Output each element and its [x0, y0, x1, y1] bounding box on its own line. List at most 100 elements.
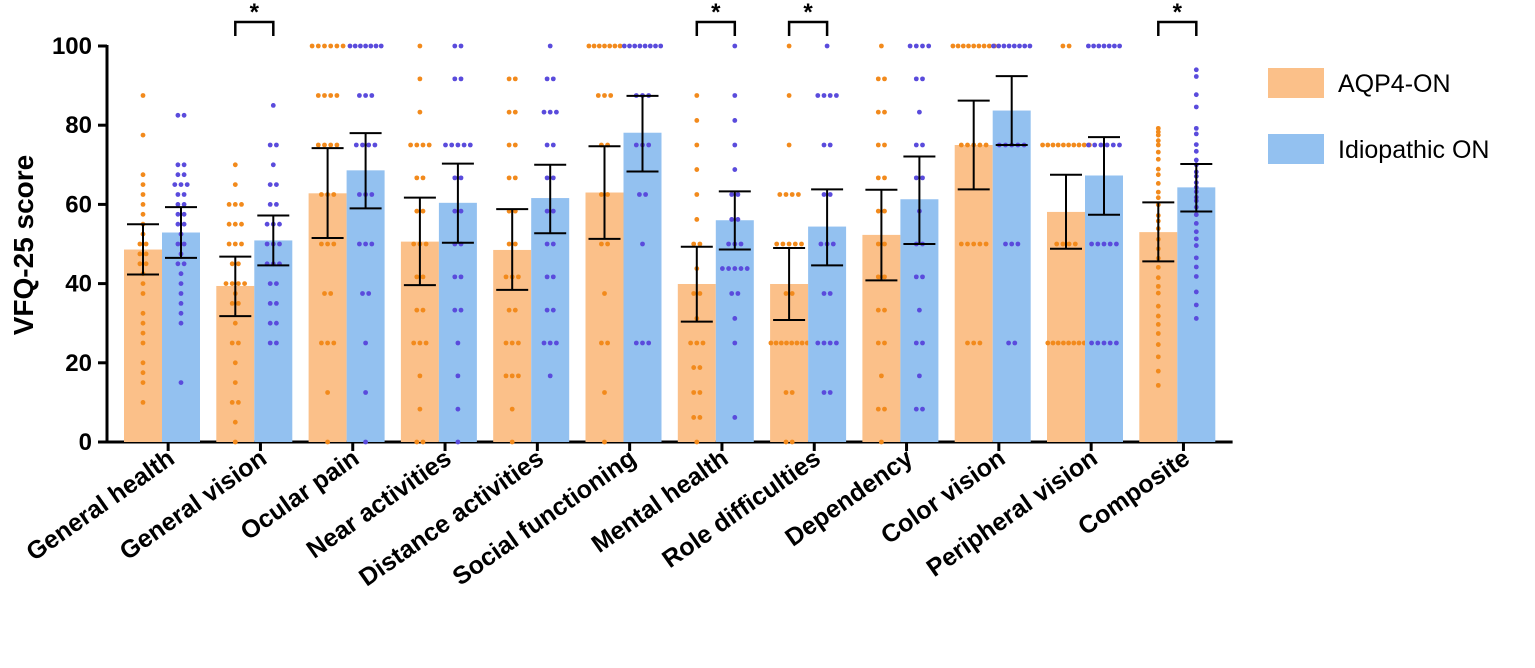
- data-point: [834, 340, 839, 346]
- x-tick-label: Role difficulties: [657, 444, 826, 574]
- data-point: [691, 390, 697, 395]
- data-point: [411, 241, 417, 247]
- data-point: [1104, 142, 1110, 148]
- data-point: [1095, 241, 1101, 247]
- data-point: [544, 208, 550, 214]
- data-point: [599, 340, 604, 346]
- data-point: [1027, 43, 1033, 49]
- data-point: [913, 142, 919, 148]
- data-point: [331, 192, 337, 197]
- data-point: [426, 142, 432, 148]
- data-point: [965, 340, 970, 346]
- data-point: [1040, 142, 1045, 148]
- data-point: [1050, 142, 1056, 148]
- data-point: [632, 43, 638, 49]
- data-point: [140, 320, 146, 326]
- data-point: [452, 274, 458, 280]
- data-point: [226, 221, 232, 227]
- data-point: [732, 142, 738, 148]
- data-point: [735, 192, 741, 197]
- data-point: [550, 175, 556, 181]
- data-point: [178, 310, 184, 316]
- data-point: [882, 307, 887, 313]
- data-point: [334, 93, 340, 98]
- significance-star: *: [711, 0, 721, 26]
- data-point: [697, 365, 703, 370]
- data-point: [423, 241, 429, 247]
- data-point: [1193, 221, 1199, 226]
- data-point: [633, 142, 639, 148]
- data-point: [274, 142, 279, 148]
- data-point: [369, 93, 375, 98]
- data-point: [181, 172, 187, 178]
- data-point: [1092, 142, 1098, 148]
- data-point: [882, 175, 887, 181]
- data-point: [414, 307, 420, 313]
- data-point: [178, 182, 184, 188]
- data-point: [455, 142, 461, 148]
- data-point: [783, 390, 789, 395]
- data-point: [983, 241, 989, 247]
- data-point: [875, 109, 881, 115]
- data-point: [653, 43, 658, 49]
- bar: [715, 220, 754, 442]
- data-point: [512, 241, 518, 247]
- data-point: [1193, 255, 1199, 261]
- data-point: [458, 43, 464, 49]
- data-point: [512, 76, 518, 82]
- data-point: [875, 241, 881, 247]
- data-point: [503, 274, 509, 280]
- data-point: [1101, 43, 1107, 49]
- significance-star: *: [1173, 0, 1183, 26]
- data-point: [1155, 321, 1161, 327]
- data-point: [1155, 195, 1161, 201]
- data-point: [506, 109, 512, 115]
- data-point: [181, 192, 187, 197]
- data-point: [694, 439, 700, 445]
- data-point: [420, 175, 426, 181]
- bar: [1047, 211, 1085, 442]
- significance-bracket: [695, 20, 737, 36]
- data-point: [357, 93, 362, 98]
- data-point: [140, 132, 146, 138]
- data-point: [175, 211, 181, 217]
- data-point: [544, 142, 550, 148]
- data-point: [605, 241, 610, 247]
- data-point: [372, 142, 378, 148]
- data-point: [309, 43, 315, 49]
- data-point: [1155, 138, 1161, 144]
- data-point: [140, 172, 146, 178]
- data-point: [357, 192, 362, 197]
- data-point: [175, 221, 181, 227]
- data-point: [780, 241, 786, 247]
- data-point: [697, 241, 703, 247]
- data-point: [140, 330, 146, 336]
- data-point: [821, 192, 827, 197]
- data-point: [232, 419, 238, 425]
- data-point: [357, 241, 362, 247]
- data-point: [1055, 142, 1061, 148]
- data-point: [544, 274, 550, 280]
- data-point: [322, 93, 327, 98]
- data-point: [506, 175, 512, 181]
- data-point: [1022, 43, 1028, 49]
- data-point: [274, 340, 279, 346]
- data-point: [1106, 43, 1112, 49]
- data-point: [1193, 142, 1199, 148]
- data-point: [175, 112, 181, 118]
- y-tick-label: 40: [65, 271, 92, 298]
- data-point: [1155, 354, 1161, 360]
- data-point: [1155, 132, 1161, 138]
- data-point: [417, 109, 423, 115]
- data-point: [1110, 142, 1116, 148]
- data-point: [726, 241, 731, 247]
- data-point: [637, 192, 642, 197]
- data-point: [965, 142, 970, 148]
- data-point: [958, 241, 964, 247]
- data-point: [602, 43, 607, 49]
- significance-star: *: [803, 0, 813, 26]
- legend-label-aqp4: AQP4-ON: [1338, 70, 1451, 98]
- data-point: [414, 175, 420, 181]
- data-point: [417, 406, 423, 412]
